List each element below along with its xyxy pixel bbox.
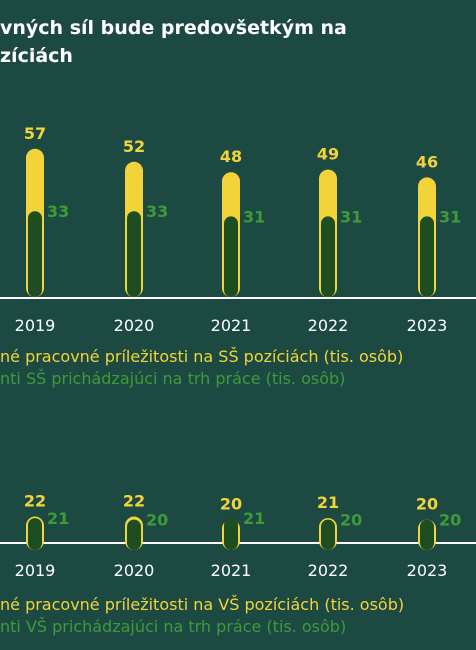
title-line-1: vných síl bude predovšetkým na <box>0 17 347 39</box>
chart2-tick-2022: 2022 <box>308 561 349 580</box>
chart1-supply-label-2021: 31 <box>243 207 265 226</box>
chart2-tick-2023: 2023 <box>407 561 448 580</box>
chart1-supply-label-2023: 31 <box>439 207 461 226</box>
chart1-supply-bar-2020 <box>127 211 141 297</box>
chart1-supply-bar-2019 <box>28 211 42 297</box>
chart1-supply-bar-2023 <box>420 216 434 297</box>
chart2-supply-label-2019: 21 <box>47 509 69 528</box>
chart-title: vných síl bude predovšetkým na zíciách <box>0 14 476 70</box>
chart1-supply-bar-2021 <box>224 216 238 297</box>
chart1-legend-demand: né pracovné príležitosti na SŠ pozíciách… <box>0 347 404 366</box>
chart2-legend-demand: né pracovné príležitosti na VŠ pozíciách… <box>0 595 405 614</box>
chart1-tick-2020: 2020 <box>114 316 155 335</box>
chart2-demand-label-2020: 22 <box>123 492 145 511</box>
chart1-tick-2023: 2023 <box>407 316 448 335</box>
title-line-2: zíciách <box>0 45 73 67</box>
chart2-tick-2021: 2021 <box>211 561 252 580</box>
chart2-supply-label-2020: 20 <box>146 511 168 530</box>
chart2-supply-bar-2023 <box>420 519 434 550</box>
chart1-tick-2019: 2019 <box>15 316 56 335</box>
chart2-demand-label-2019: 22 <box>24 492 46 511</box>
chart2-supply-bar-2021 <box>224 518 238 550</box>
chart1-supply-label-2020: 33 <box>146 202 168 221</box>
chart2-tick-2020: 2020 <box>114 561 155 580</box>
chart2-legend-supply: nti VŠ prichádzajúci na trh práce (tis. … <box>0 617 347 636</box>
chart1-demand-label-2021: 48 <box>220 147 242 166</box>
chart2-supply-bar-2020 <box>127 519 141 550</box>
chart1-legend-supply: nti SŠ prichádzajúci na trh práce (tis. … <box>0 369 346 388</box>
chart2-demand-label-2022: 21 <box>317 493 339 512</box>
chart1-supply-label-2019: 33 <box>47 202 69 221</box>
chart2-demand-label-2023: 20 <box>416 495 438 514</box>
chart1-tick-2021: 2021 <box>211 316 252 335</box>
chart1-supply-bar-2022 <box>321 216 335 297</box>
chart2-legend: né pracovné príležitosti na VŠ pozíciách… <box>0 594 476 638</box>
chart2-supply-label-2022: 20 <box>340 511 362 530</box>
chart1-demand-label-2022: 49 <box>317 145 339 164</box>
chart1-supply-label-2022: 31 <box>340 207 362 226</box>
chart2-supply-bar-2022 <box>321 519 335 550</box>
chart1-demand-label-2020: 52 <box>123 137 145 156</box>
chart2-tick-2019: 2019 <box>15 561 56 580</box>
chart1-demand-label-2019: 57 <box>24 124 46 143</box>
chart2-supply-label-2021: 21 <box>243 509 265 528</box>
chart1-demand-label-2023: 46 <box>416 152 438 171</box>
chart1-legend: né pracovné príležitosti na SŠ pozíciách… <box>0 346 476 390</box>
chart2-supply-bar-2019 <box>28 518 42 550</box>
chart2-demand-label-2021: 20 <box>220 495 242 514</box>
chart2-supply-label-2023: 20 <box>439 511 461 530</box>
chart1-tick-2022: 2022 <box>308 316 349 335</box>
